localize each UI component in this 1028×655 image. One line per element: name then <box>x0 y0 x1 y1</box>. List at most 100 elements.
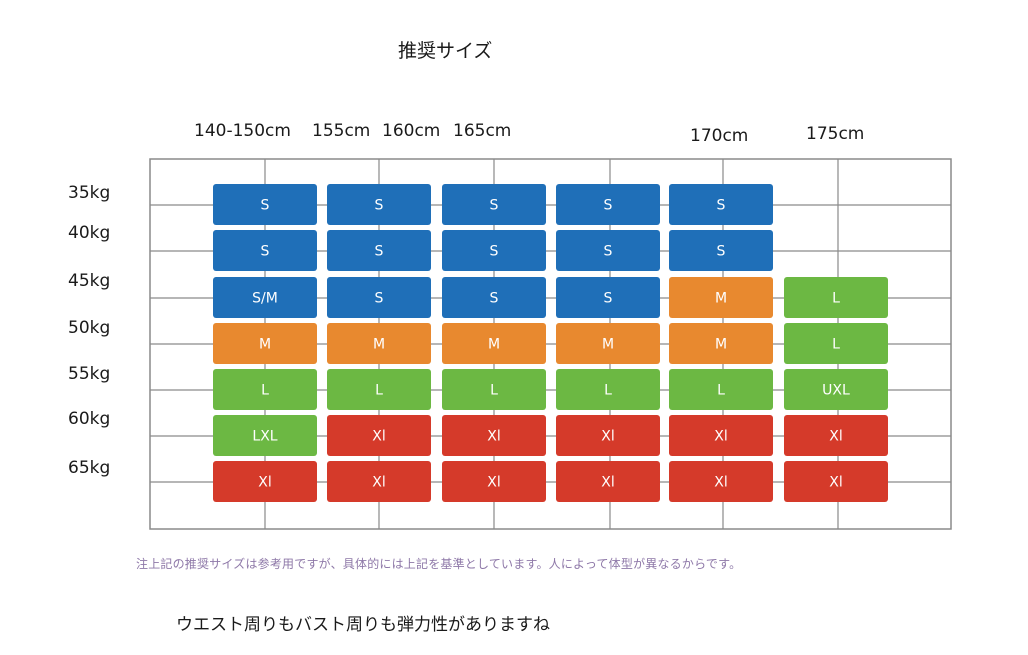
size-cell-box <box>327 184 431 225</box>
size-cell: L <box>784 323 888 364</box>
size-cell-box <box>669 277 773 318</box>
size-cell: Xl <box>784 415 888 456</box>
size-cell: Xl <box>213 461 317 502</box>
size-cell-box <box>327 369 431 410</box>
size-cell-box <box>327 277 431 318</box>
size-cell-box <box>784 277 888 318</box>
column-label-155: 155cm <box>312 121 371 141</box>
size-cell: S <box>213 184 317 225</box>
column-label-175: 175cm <box>806 124 865 144</box>
size-cell: M <box>327 323 431 364</box>
size-cell-label: M <box>602 337 614 353</box>
column-label-165: 165cm <box>453 121 512 141</box>
size-cell-box <box>669 369 773 410</box>
size-cell-label: S <box>490 244 499 260</box>
row-label-60kg: 60kg <box>68 409 111 429</box>
size-cell-label: Xl <box>601 475 614 491</box>
size-cell-label: S <box>717 198 726 214</box>
column-label-170: 170cm <box>690 126 749 146</box>
row-label-40kg: 40kg <box>68 223 111 243</box>
size-cell-box <box>556 369 660 410</box>
size-cell-box <box>784 415 888 456</box>
size-cell: S/M <box>213 277 317 318</box>
size-cell-box <box>213 277 317 318</box>
size-cell-label: S <box>604 198 613 214</box>
row-label-55kg: 55kg <box>68 364 111 384</box>
size-cell-box <box>213 230 317 271</box>
size-cell: S <box>669 230 773 271</box>
size-cell-label: S <box>261 244 270 260</box>
size-cell-label: L <box>490 383 498 399</box>
size-cell-box <box>327 230 431 271</box>
size-cell-label: L <box>604 383 612 399</box>
size-cell-label: S <box>490 198 499 214</box>
size-cell: S <box>442 277 546 318</box>
size-cell: Xl <box>556 415 660 456</box>
size-cell-label: M <box>715 291 727 307</box>
size-cell-label: Xl <box>258 475 271 491</box>
size-cell-label: M <box>259 337 271 353</box>
size-cell: S <box>442 230 546 271</box>
size-cell-box <box>442 461 546 502</box>
size-cell-label: S <box>604 244 613 260</box>
size-cell-label: S <box>375 244 384 260</box>
size-cell-label: Xl <box>601 429 614 445</box>
size-cell: Xl <box>442 415 546 456</box>
size-cell: Xl <box>669 415 773 456</box>
size-cell-box <box>442 369 546 410</box>
size-cell-box <box>442 277 546 318</box>
size-cell-box <box>784 461 888 502</box>
size-cell: M <box>442 323 546 364</box>
size-cell-box <box>442 230 546 271</box>
column-label-160: 160cm <box>382 121 441 141</box>
size-cell-box <box>213 323 317 364</box>
size-cell-box <box>213 184 317 225</box>
size-cell-label: L <box>375 383 383 399</box>
size-cell: Xl <box>556 461 660 502</box>
size-cell: UXL <box>784 369 888 410</box>
size-cell-label: L <box>832 291 840 307</box>
size-cell: L <box>669 369 773 410</box>
size-cell: Xl <box>442 461 546 502</box>
size-cell: S <box>327 230 431 271</box>
size-cell: L <box>213 369 317 410</box>
footnote: 注上記の推奨サイズは参考用ですが、具体的には上記を基準としています。人によって体… <box>136 557 742 571</box>
size-cell-box <box>442 323 546 364</box>
size-cell-label: LXL <box>252 429 277 445</box>
size-cell-label: S <box>375 198 384 214</box>
size-cell-label: S <box>490 291 499 307</box>
size-cell-box <box>669 230 773 271</box>
size-cell-box <box>556 184 660 225</box>
column-label-140-150: 140-150cm <box>194 121 291 141</box>
size-cell-label: Xl <box>487 475 500 491</box>
size-cell-label: L <box>832 337 840 353</box>
size-cell-box <box>442 184 546 225</box>
size-cell-label: Xl <box>714 429 727 445</box>
size-cell-box <box>213 369 317 410</box>
size-cell-box <box>556 277 660 318</box>
size-cell-box <box>669 461 773 502</box>
size-cell-box <box>556 461 660 502</box>
size-cell: Xl <box>669 461 773 502</box>
size-cell-box <box>556 415 660 456</box>
row-label-35kg: 35kg <box>68 183 111 203</box>
size-cell-label: Xl <box>372 429 385 445</box>
size-cell-box <box>442 415 546 456</box>
size-cell: S <box>327 184 431 225</box>
size-cell-box <box>213 461 317 502</box>
size-cell: S <box>327 277 431 318</box>
size-cell: L <box>556 369 660 410</box>
size-cell-label: M <box>715 337 727 353</box>
size-cell-box <box>327 415 431 456</box>
size-cell-box <box>669 323 773 364</box>
size-cell-box <box>669 415 773 456</box>
size-cell-box <box>327 323 431 364</box>
size-cell-label: Xl <box>829 475 842 491</box>
size-cell-label: S <box>717 244 726 260</box>
size-cell: S <box>556 230 660 271</box>
size-cell-box <box>784 369 888 410</box>
row-label-50kg: 50kg <box>68 318 111 338</box>
size-cell: Xl <box>327 415 431 456</box>
size-cell-box <box>213 415 317 456</box>
